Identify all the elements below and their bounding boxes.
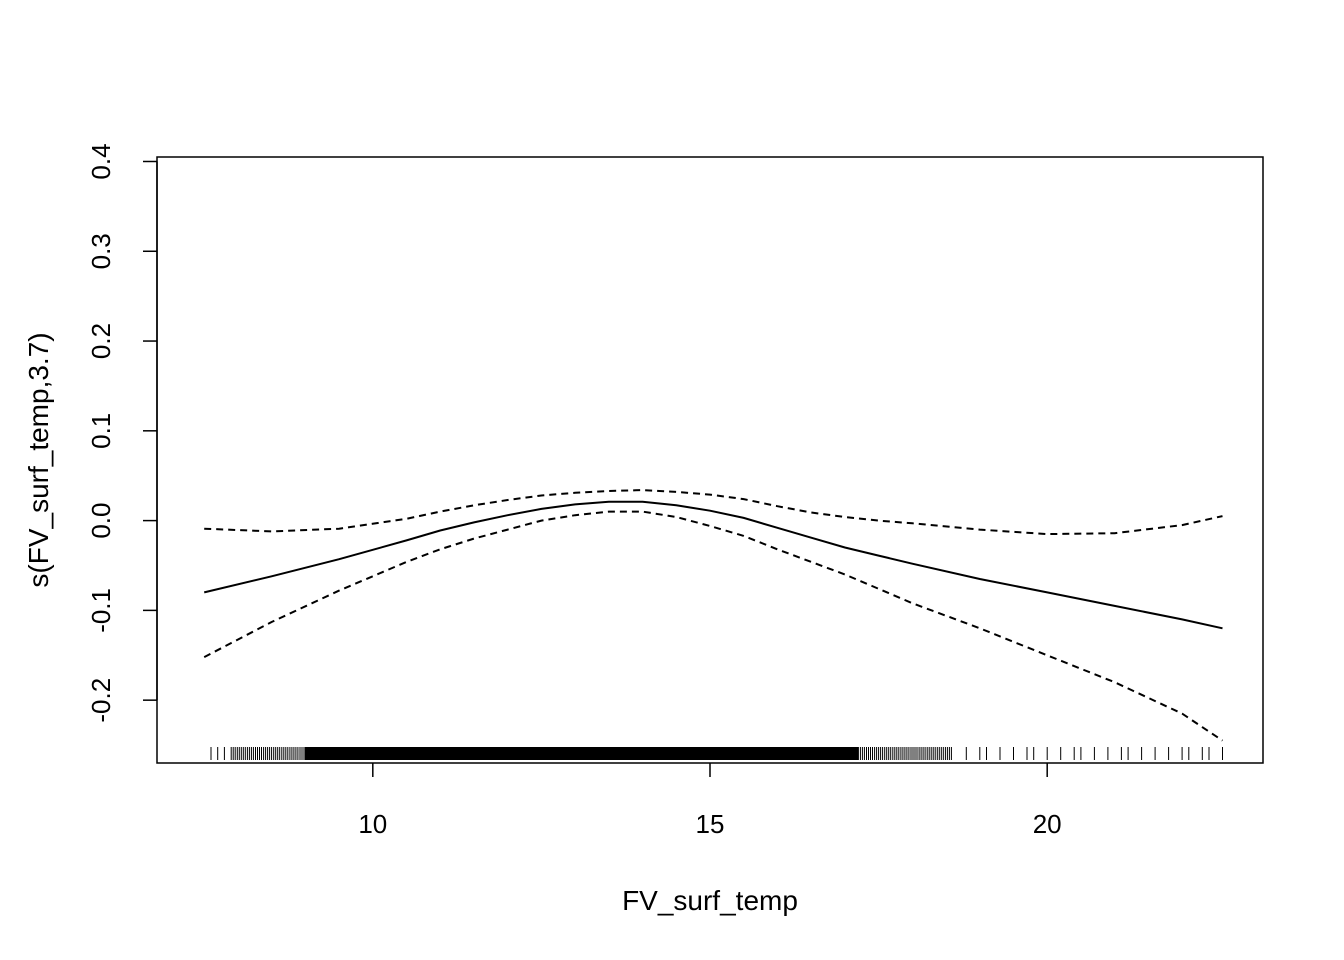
y-tick-label-6: 0.4 <box>86 143 116 179</box>
y-tick-label-3: 0.1 <box>86 413 116 449</box>
y-tick-label-5: 0.3 <box>86 233 116 269</box>
series-layer <box>203 489 1224 742</box>
x-tick-label-15: 15 <box>696 809 725 839</box>
rug-ticks <box>210 747 1223 760</box>
y-tick-label-4: 0.2 <box>86 323 116 359</box>
rug-marks <box>210 747 1223 760</box>
confidence-band-line-2 <box>203 510 1224 742</box>
x-axis: 10 15 20 <box>358 763 1062 839</box>
y-axis-title: s(FV_surf_temp,3.7) <box>23 332 54 587</box>
y-axis: -0.2 -0.1 0.0 0.1 0.2 0.3 0.4 <box>86 143 158 723</box>
plot-frame <box>156 156 1264 764</box>
smooth-fit-line <box>203 500 1223 630</box>
x-axis-title: FV_surf_temp <box>622 885 798 916</box>
confidence-band-line-1 <box>204 489 1223 536</box>
y-tick-label-0: -0.2 <box>86 678 116 723</box>
x-tick-label-10: 10 <box>358 809 387 839</box>
x-tick-label-20: 20 <box>1033 809 1062 839</box>
y-tick-label-1: -0.1 <box>86 588 116 633</box>
y-tick-label-2: 0.0 <box>86 503 116 539</box>
